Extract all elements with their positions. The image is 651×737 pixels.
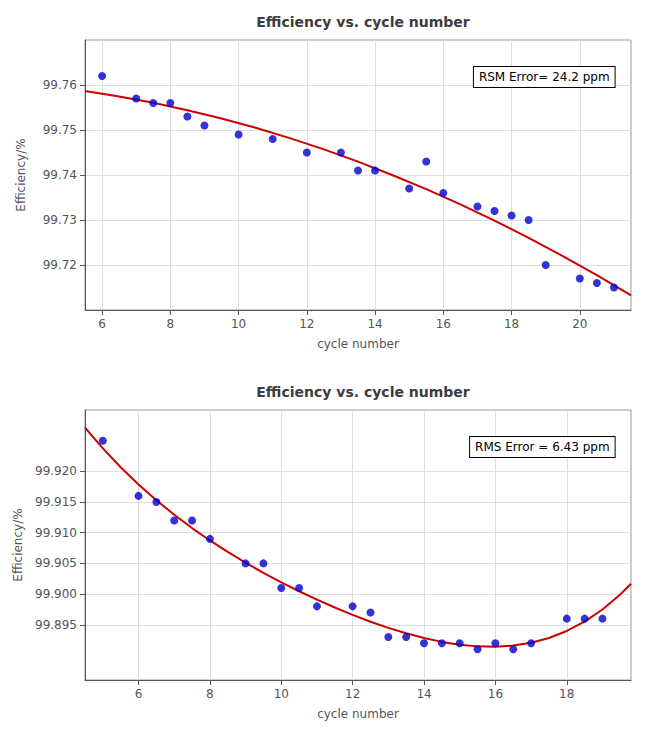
svg-text:16: 16 <box>488 687 503 701</box>
svg-text:99.74: 99.74 <box>43 168 77 182</box>
svg-text:99.75: 99.75 <box>43 123 77 137</box>
svg-text:99.910: 99.910 <box>35 526 77 540</box>
svg-text:14: 14 <box>416 687 431 701</box>
svg-text:6: 6 <box>98 317 106 331</box>
svg-text:10: 10 <box>231 317 246 331</box>
svg-text:Efficiency/%: Efficiency/% <box>11 508 25 581</box>
svg-text:99.73: 99.73 <box>43 213 77 227</box>
svg-text:cycle number: cycle number <box>317 707 399 721</box>
svg-text:Efficiency vs. cycle number: Efficiency vs. cycle number <box>256 384 470 400</box>
svg-text:99.76: 99.76 <box>43 78 77 92</box>
svg-text:6: 6 <box>135 687 143 701</box>
svg-text:8: 8 <box>206 687 214 701</box>
svg-text:99.905: 99.905 <box>35 556 77 570</box>
svg-text:12: 12 <box>345 687 360 701</box>
svg-text:99.915: 99.915 <box>35 495 77 509</box>
svg-text:8: 8 <box>166 317 174 331</box>
svg-text:20: 20 <box>572 317 587 331</box>
svg-text:99.900: 99.900 <box>35 587 77 601</box>
svg-text:RMS Error = 6.43 ppm: RMS Error = 6.43 ppm <box>475 440 610 454</box>
svg-text:99.895: 99.895 <box>35 618 77 632</box>
svg-text:16: 16 <box>436 317 451 331</box>
svg-text:99.920: 99.920 <box>35 464 77 478</box>
svg-text:12: 12 <box>299 317 314 331</box>
svg-text:18: 18 <box>559 687 574 701</box>
svg-text:10: 10 <box>274 687 289 701</box>
svg-text:18: 18 <box>504 317 519 331</box>
svg-text:99.72: 99.72 <box>43 258 77 272</box>
svg-text:RSM Error= 24.2 ppm: RSM Error= 24.2 ppm <box>479 70 610 84</box>
svg-text:Efficiency/%: Efficiency/% <box>14 138 28 211</box>
svg-text:14: 14 <box>367 317 382 331</box>
svg-text:cycle number: cycle number <box>317 337 399 351</box>
svg-text:Efficiency vs. cycle number: Efficiency vs. cycle number <box>256 14 470 30</box>
